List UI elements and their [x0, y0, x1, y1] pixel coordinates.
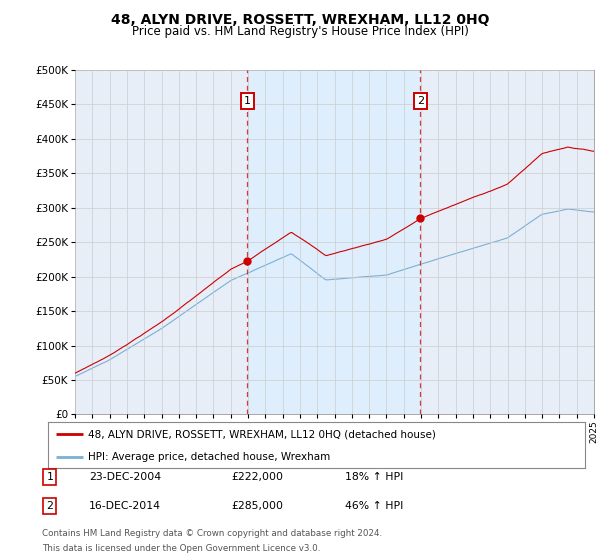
Text: 48, ALYN DRIVE, ROSSETT, WREXHAM, LL12 0HQ: 48, ALYN DRIVE, ROSSETT, WREXHAM, LL12 0… — [111, 13, 489, 27]
Text: Contains HM Land Registry data © Crown copyright and database right 2024.: Contains HM Land Registry data © Crown c… — [42, 529, 382, 538]
Bar — [247, 70, 421, 414]
Text: 2: 2 — [46, 501, 53, 511]
Text: £222,000: £222,000 — [231, 472, 283, 482]
Text: HPI: Average price, detached house, Wrexham: HPI: Average price, detached house, Wrex… — [88, 451, 331, 461]
Text: £285,000: £285,000 — [231, 501, 283, 511]
Text: 46% ↑ HPI: 46% ↑ HPI — [345, 501, 403, 511]
Text: Price paid vs. HM Land Registry's House Price Index (HPI): Price paid vs. HM Land Registry's House … — [131, 25, 469, 38]
Text: 48, ALYN DRIVE, ROSSETT, WREXHAM, LL12 0HQ (detached house): 48, ALYN DRIVE, ROSSETT, WREXHAM, LL12 0… — [88, 429, 436, 439]
Text: 23-DEC-2004: 23-DEC-2004 — [89, 472, 161, 482]
Text: This data is licensed under the Open Government Licence v3.0.: This data is licensed under the Open Gov… — [42, 544, 320, 553]
Text: 16-DEC-2014: 16-DEC-2014 — [89, 501, 161, 511]
Text: 1: 1 — [46, 472, 53, 482]
Text: 2: 2 — [417, 96, 424, 106]
Text: 1: 1 — [244, 96, 251, 106]
Text: 18% ↑ HPI: 18% ↑ HPI — [345, 472, 403, 482]
